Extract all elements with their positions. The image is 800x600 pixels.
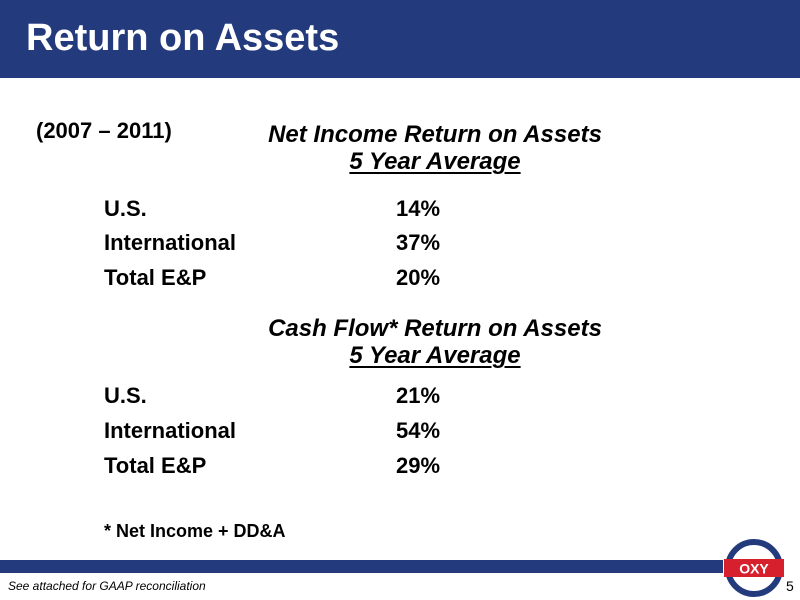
net-income-heading-subtitle: 5 Year Average <box>349 148 521 175</box>
oxy-logo-icon: OXY <box>724 538 784 598</box>
row-value: 29% <box>396 453 441 478</box>
row-label: Total E&P <box>104 453 207 478</box>
cash-flow-row-us: U.S. 21% <box>104 381 504 411</box>
cash-flow-heading-subtitle: 5 Year Average <box>349 342 521 369</box>
row-label: International <box>104 418 237 443</box>
net-income-heading: Net Income Return on Assets 5 Year Avera… <box>230 121 640 175</box>
net-income-heading-title: Net Income Return on Assets <box>268 121 602 148</box>
period-label: (2007 – 2011) <box>36 118 172 143</box>
net-income-row-international: International 37% <box>104 228 504 258</box>
footer-bar <box>0 560 723 573</box>
cash-flow-heading: Cash Flow* Return on Assets 5 Year Avera… <box>230 315 640 369</box>
logo-text: OXY <box>739 561 769 577</box>
slide-title: Return on Assets <box>26 17 340 59</box>
row-label: U.S. <box>104 383 147 408</box>
page-number: 5 <box>786 578 794 594</box>
header-bar: Return on Assets <box>0 0 800 78</box>
row-label: U.S. <box>104 196 147 221</box>
cash-flow-row-total-ep: Total E&P 29% <box>104 451 504 481</box>
footnote: * Net Income + DD&A <box>104 521 286 541</box>
row-value: 21% <box>396 383 441 408</box>
cash-flow-heading-title: Cash Flow* Return on Assets <box>268 315 602 342</box>
net-income-row-total-ep: Total E&P 20% <box>104 263 504 293</box>
row-value: 20% <box>396 265 441 290</box>
oxy-logo-graphic: OXY <box>724 539 784 597</box>
row-label: International <box>104 230 237 255</box>
row-value: 37% <box>396 230 441 255</box>
row-value: 14% <box>396 196 441 221</box>
row-label: Total E&P <box>104 265 207 290</box>
cash-flow-row-international: International 54% <box>104 416 504 446</box>
net-income-row-us: U.S. 14% <box>104 194 504 224</box>
row-value: 54% <box>396 418 441 443</box>
gaap-reconciliation-note: See attached for GAAP reconciliation <box>8 579 206 593</box>
